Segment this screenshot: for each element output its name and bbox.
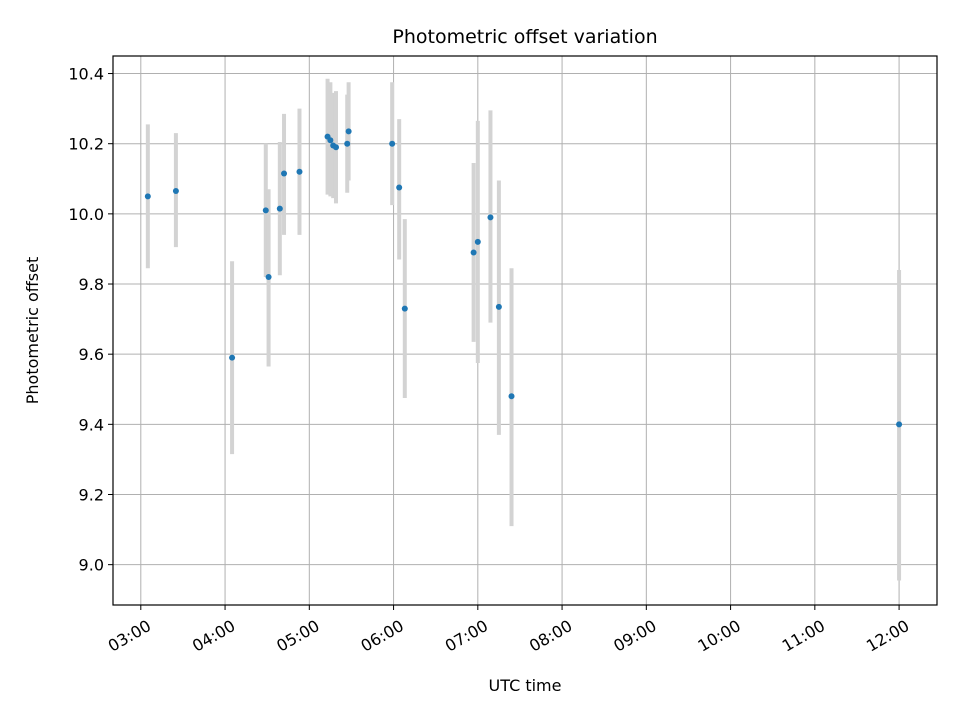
data-point bbox=[144, 193, 151, 200]
x-tick-label: 04:00 bbox=[189, 616, 238, 656]
data-point bbox=[332, 144, 339, 151]
x-axis-title: UTC time bbox=[489, 676, 562, 695]
data-point bbox=[495, 303, 502, 310]
data-point bbox=[508, 393, 515, 400]
data-point bbox=[487, 214, 494, 221]
x-tick-label: 12:00 bbox=[863, 616, 912, 656]
y-tick-label: 9.6 bbox=[79, 345, 104, 364]
data-point bbox=[262, 207, 269, 214]
data-point bbox=[296, 168, 303, 175]
y-tick-label: 10.0 bbox=[68, 205, 104, 224]
y-tick-label: 9.0 bbox=[79, 556, 104, 575]
error-bars bbox=[145, 78, 902, 581]
plot-frame bbox=[112, 55, 938, 606]
data-point bbox=[389, 140, 396, 147]
data-point bbox=[896, 421, 903, 428]
data-point bbox=[396, 184, 403, 191]
x-tick-label: 09:00 bbox=[610, 616, 659, 656]
x-tick-label: 06:00 bbox=[358, 616, 407, 656]
x-tick-label: 05:00 bbox=[273, 616, 322, 656]
data-point bbox=[265, 274, 272, 281]
x-tick-label: 03:00 bbox=[105, 616, 154, 656]
x-tick-label: 11:00 bbox=[779, 616, 828, 656]
data-point bbox=[474, 238, 481, 245]
x-axis: 03:00 04:00 05:00 06:00 07:00 08:00 09:00 10:00… bbox=[105, 605, 912, 656]
data-point bbox=[172, 188, 179, 195]
y-tick-label: 9.8 bbox=[79, 275, 104, 294]
data-point bbox=[229, 354, 236, 361]
y-tick-label: 9.4 bbox=[79, 415, 104, 434]
y-tick-label: 10.2 bbox=[68, 135, 104, 154]
data-point bbox=[344, 140, 351, 147]
x-tick-label: 08:00 bbox=[526, 616, 575, 656]
y-axis: 9.0 9.2 9.4 9.6 9.8 10.0 10.2 10.4 bbox=[68, 65, 113, 575]
chart-title: Photometric offset variation bbox=[392, 26, 657, 48]
grid bbox=[113, 56, 937, 605]
x-tick-label: 07:00 bbox=[442, 616, 491, 656]
data-point bbox=[345, 128, 352, 135]
data-point bbox=[470, 249, 477, 256]
data-point bbox=[281, 170, 288, 177]
data-point bbox=[401, 305, 408, 312]
x-tick-label: 10:00 bbox=[695, 616, 744, 656]
y-axis-title: Photometric offset bbox=[23, 257, 42, 405]
y-tick-label: 10.4 bbox=[68, 65, 104, 84]
data-point bbox=[327, 137, 334, 144]
y-tick-label: 9.2 bbox=[79, 485, 104, 504]
data-points bbox=[144, 128, 903, 428]
data-point bbox=[276, 205, 283, 212]
